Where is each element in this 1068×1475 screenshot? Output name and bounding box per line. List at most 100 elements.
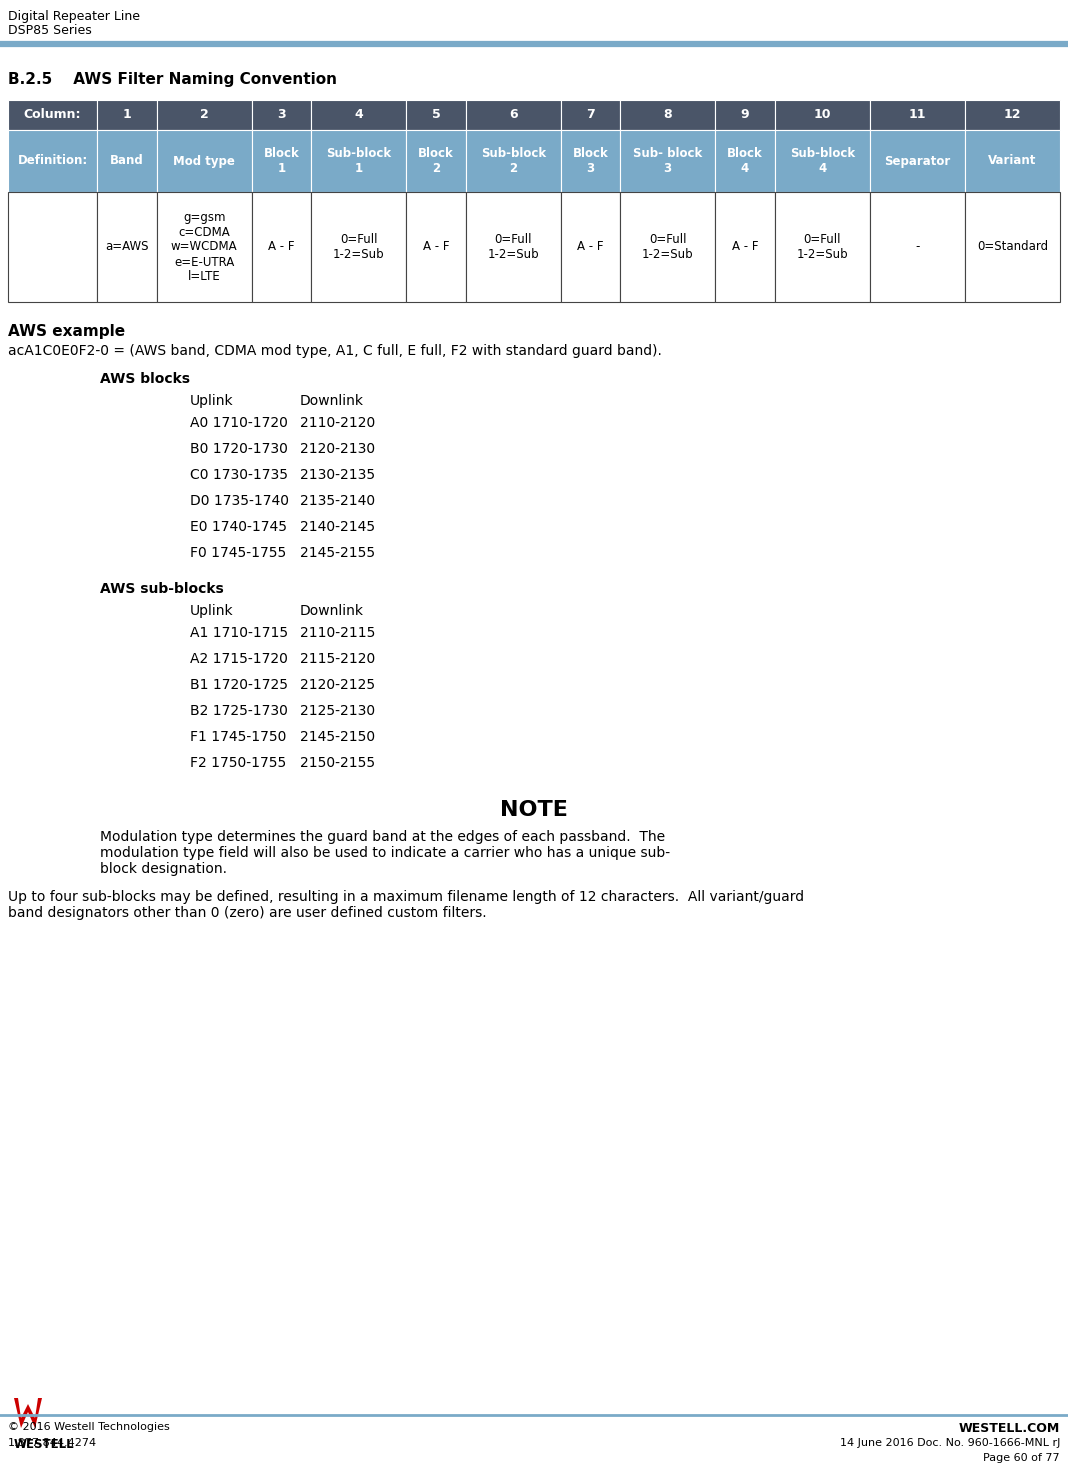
Bar — [964, 192, 1061, 302]
Text: 0=Full
1-2=Sub: 0=Full 1-2=Sub — [642, 233, 693, 261]
Text: B.2.5    AWS Filter Naming Convention: B.2.5 AWS Filter Naming Convention — [7, 72, 337, 87]
Text: 2145-2150: 2145-2150 — [300, 730, 375, 743]
Bar — [406, 192, 466, 302]
Text: 0=Standard: 0=Standard — [977, 240, 1048, 254]
Text: Block
2: Block 2 — [418, 148, 454, 176]
Bar — [561, 130, 621, 192]
Bar — [774, 130, 869, 192]
Bar — [716, 192, 774, 302]
Polygon shape — [14, 1398, 42, 1428]
Text: NOTE: NOTE — [500, 799, 568, 820]
Text: WESTELL.COM: WESTELL.COM — [959, 1422, 1061, 1435]
Text: D0 1735-1740: D0 1735-1740 — [190, 494, 289, 507]
Text: 2: 2 — [200, 109, 208, 121]
Text: AWS example: AWS example — [7, 324, 125, 339]
Text: Definition:: Definition: — [17, 155, 88, 168]
Text: Mod type: Mod type — [173, 155, 235, 168]
Text: Block
1: Block 1 — [264, 148, 299, 176]
Text: A - F: A - F — [423, 240, 450, 254]
Text: E0 1740-1745: E0 1740-1745 — [190, 521, 287, 534]
Bar — [311, 130, 406, 192]
Bar — [97, 192, 157, 302]
Text: Modulation type determines the guard band at the edges of each passband.  The
mo: Modulation type determines the guard ban… — [100, 830, 670, 876]
Text: 3: 3 — [277, 109, 286, 121]
Text: Column:: Column: — [23, 109, 81, 121]
Text: 1.877.844.4274: 1.877.844.4274 — [7, 1438, 97, 1448]
Text: 8: 8 — [663, 109, 672, 121]
Text: Sub-block
2: Sub-block 2 — [481, 148, 546, 176]
Text: 10: 10 — [814, 109, 831, 121]
Bar — [97, 100, 157, 130]
Bar — [621, 192, 716, 302]
Text: a=AWS: a=AWS — [105, 240, 148, 254]
Text: AWS blocks: AWS blocks — [100, 372, 190, 386]
Bar — [311, 100, 406, 130]
Text: 14 June 2016 Doc. No. 960-1666-MNL rJ: 14 June 2016 Doc. No. 960-1666-MNL rJ — [839, 1438, 1061, 1448]
Text: Sub-block
4: Sub-block 4 — [789, 148, 854, 176]
Text: -: - — [915, 240, 920, 254]
Bar — [716, 130, 774, 192]
Bar — [7, 130, 97, 192]
Text: 2140-2145: 2140-2145 — [300, 521, 375, 534]
Bar — [466, 130, 561, 192]
Text: WESTELL: WESTELL — [14, 1438, 75, 1451]
Text: DSP85 Series: DSP85 Series — [7, 24, 92, 37]
Text: A - F: A - F — [577, 240, 603, 254]
Text: 2145-2155: 2145-2155 — [300, 546, 375, 560]
Bar — [157, 100, 252, 130]
Text: Block
4: Block 4 — [727, 148, 763, 176]
Bar — [406, 100, 466, 130]
Bar — [157, 130, 252, 192]
Text: Uplink: Uplink — [190, 603, 234, 618]
Text: © 2016 Westell Technologies: © 2016 Westell Technologies — [7, 1422, 170, 1432]
Text: Block
3: Block 3 — [572, 148, 609, 176]
Bar — [964, 100, 1061, 130]
Text: 2150-2155: 2150-2155 — [300, 757, 375, 770]
Text: A - F: A - F — [732, 240, 758, 254]
Text: Uplink: Uplink — [190, 394, 234, 409]
Text: AWS sub-blocks: AWS sub-blocks — [100, 583, 224, 596]
Text: B1 1720-1725: B1 1720-1725 — [190, 678, 288, 692]
Bar — [621, 100, 716, 130]
Bar — [252, 192, 311, 302]
Text: 4: 4 — [355, 109, 363, 121]
Text: 2120-2130: 2120-2130 — [300, 442, 375, 456]
Bar — [621, 130, 716, 192]
Bar — [774, 100, 869, 130]
Bar — [561, 100, 621, 130]
Bar — [869, 100, 964, 130]
Bar — [97, 130, 157, 192]
Text: 2125-2130: 2125-2130 — [300, 704, 375, 718]
Text: A - F: A - F — [268, 240, 295, 254]
Text: 2110-2120: 2110-2120 — [300, 416, 375, 431]
Text: 2130-2135: 2130-2135 — [300, 468, 375, 482]
Text: F2 1750-1755: F2 1750-1755 — [190, 757, 286, 770]
Text: A1 1710-1715: A1 1710-1715 — [190, 625, 288, 640]
Text: 0=Full
1-2=Sub: 0=Full 1-2=Sub — [797, 233, 848, 261]
Bar — [7, 100, 97, 130]
Text: Band: Band — [110, 155, 144, 168]
Bar — [774, 192, 869, 302]
Text: 1: 1 — [123, 109, 131, 121]
Bar — [561, 192, 621, 302]
Bar — [7, 192, 97, 302]
Text: acA1C0E0F2-0 = (AWS band, CDMA mod type, A1, C full, E full, F2 with standard gu: acA1C0E0F2-0 = (AWS band, CDMA mod type,… — [7, 344, 662, 358]
Bar — [157, 192, 252, 302]
Text: Downlink: Downlink — [300, 394, 364, 409]
Text: 0=Full
1-2=Sub: 0=Full 1-2=Sub — [487, 233, 539, 261]
Text: 9: 9 — [741, 109, 750, 121]
Bar — [466, 192, 561, 302]
Text: 11: 11 — [909, 109, 926, 121]
Text: A2 1715-1720: A2 1715-1720 — [190, 652, 288, 667]
Text: Downlink: Downlink — [300, 603, 364, 618]
Text: Digital Repeater Line: Digital Repeater Line — [7, 10, 140, 24]
Text: 2115-2120: 2115-2120 — [300, 652, 375, 667]
Bar — [311, 192, 406, 302]
Text: C0 1730-1735: C0 1730-1735 — [190, 468, 288, 482]
Text: g=gsm
c=CDMA
w=WCDMA
e=E-UTRA
l=LTE: g=gsm c=CDMA w=WCDMA e=E-UTRA l=LTE — [171, 211, 237, 283]
Text: 2110-2115: 2110-2115 — [300, 625, 375, 640]
Text: 12: 12 — [1004, 109, 1021, 121]
Text: 6: 6 — [508, 109, 518, 121]
Bar — [406, 130, 466, 192]
Bar — [964, 130, 1061, 192]
